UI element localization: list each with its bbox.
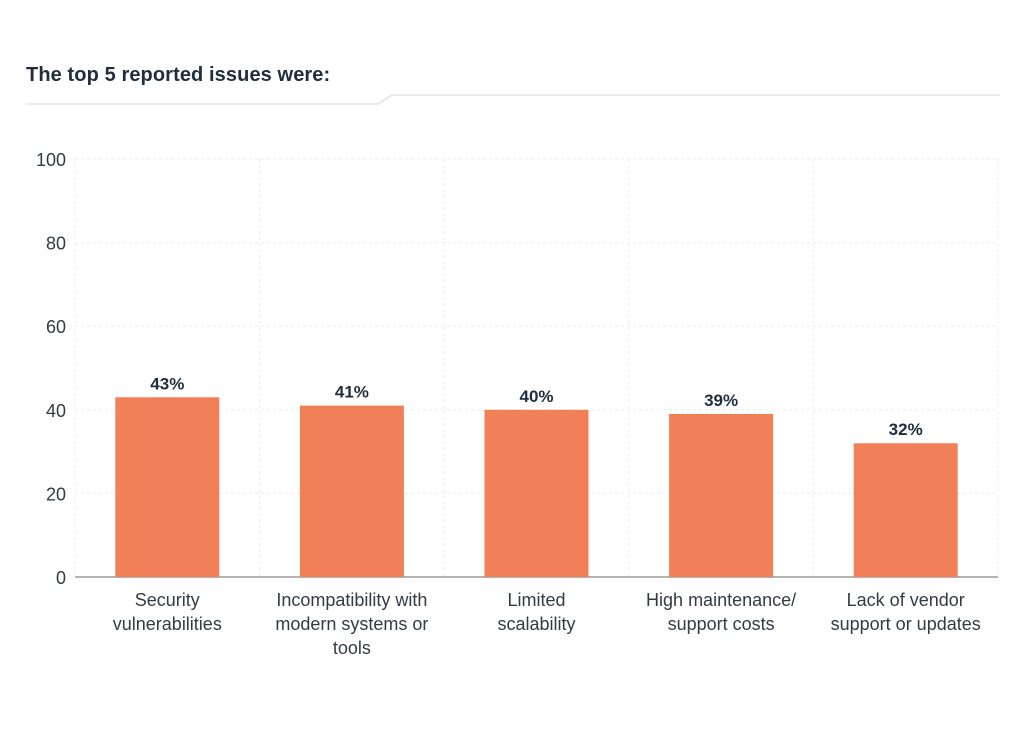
chart-title: The top 5 reported issues were: bbox=[26, 64, 331, 86]
x-tick-label: tools bbox=[333, 638, 371, 658]
x-tick-label: Incompatibility with bbox=[276, 590, 427, 610]
data-label: 32% bbox=[889, 420, 923, 439]
data-label: 43% bbox=[150, 374, 184, 393]
data-label: 40% bbox=[519, 387, 553, 406]
y-tick-label: 100 bbox=[36, 150, 66, 170]
y-tick-label: 0 bbox=[56, 568, 66, 588]
x-axis: Security vulnerabilities Incompatibility w… bbox=[113, 590, 981, 658]
data-label: 41% bbox=[335, 383, 369, 402]
x-tick-label: Security bbox=[135, 590, 200, 610]
x-tick-label: Limited bbox=[507, 590, 565, 610]
x-tick-label: scalability bbox=[497, 614, 575, 634]
x-tick-label: vulnerabilities bbox=[113, 614, 222, 634]
x-tick-label: support or updates bbox=[831, 614, 981, 634]
bar bbox=[115, 397, 220, 577]
bar bbox=[299, 405, 404, 577]
title-divider bbox=[26, 94, 1000, 105]
y-tick-label: 40 bbox=[46, 401, 66, 421]
y-tick-label: 60 bbox=[46, 317, 66, 337]
data-label: 39% bbox=[704, 391, 738, 410]
x-tick-label: support costs bbox=[668, 614, 775, 634]
bar bbox=[669, 413, 774, 577]
y-tick-label: 20 bbox=[46, 484, 66, 504]
data-labels: 43% 41% 40% 39% 32% bbox=[150, 374, 922, 439]
bar bbox=[484, 409, 589, 577]
x-tick-label: modern systems or bbox=[275, 614, 428, 634]
x-tick-label: Lack of vendor bbox=[847, 590, 965, 610]
bars bbox=[115, 397, 958, 577]
gridlines bbox=[74, 158, 999, 577]
bar bbox=[853, 443, 958, 577]
y-tick-label: 80 bbox=[46, 234, 66, 254]
x-tick-label: High maintenance/ bbox=[646, 590, 796, 610]
